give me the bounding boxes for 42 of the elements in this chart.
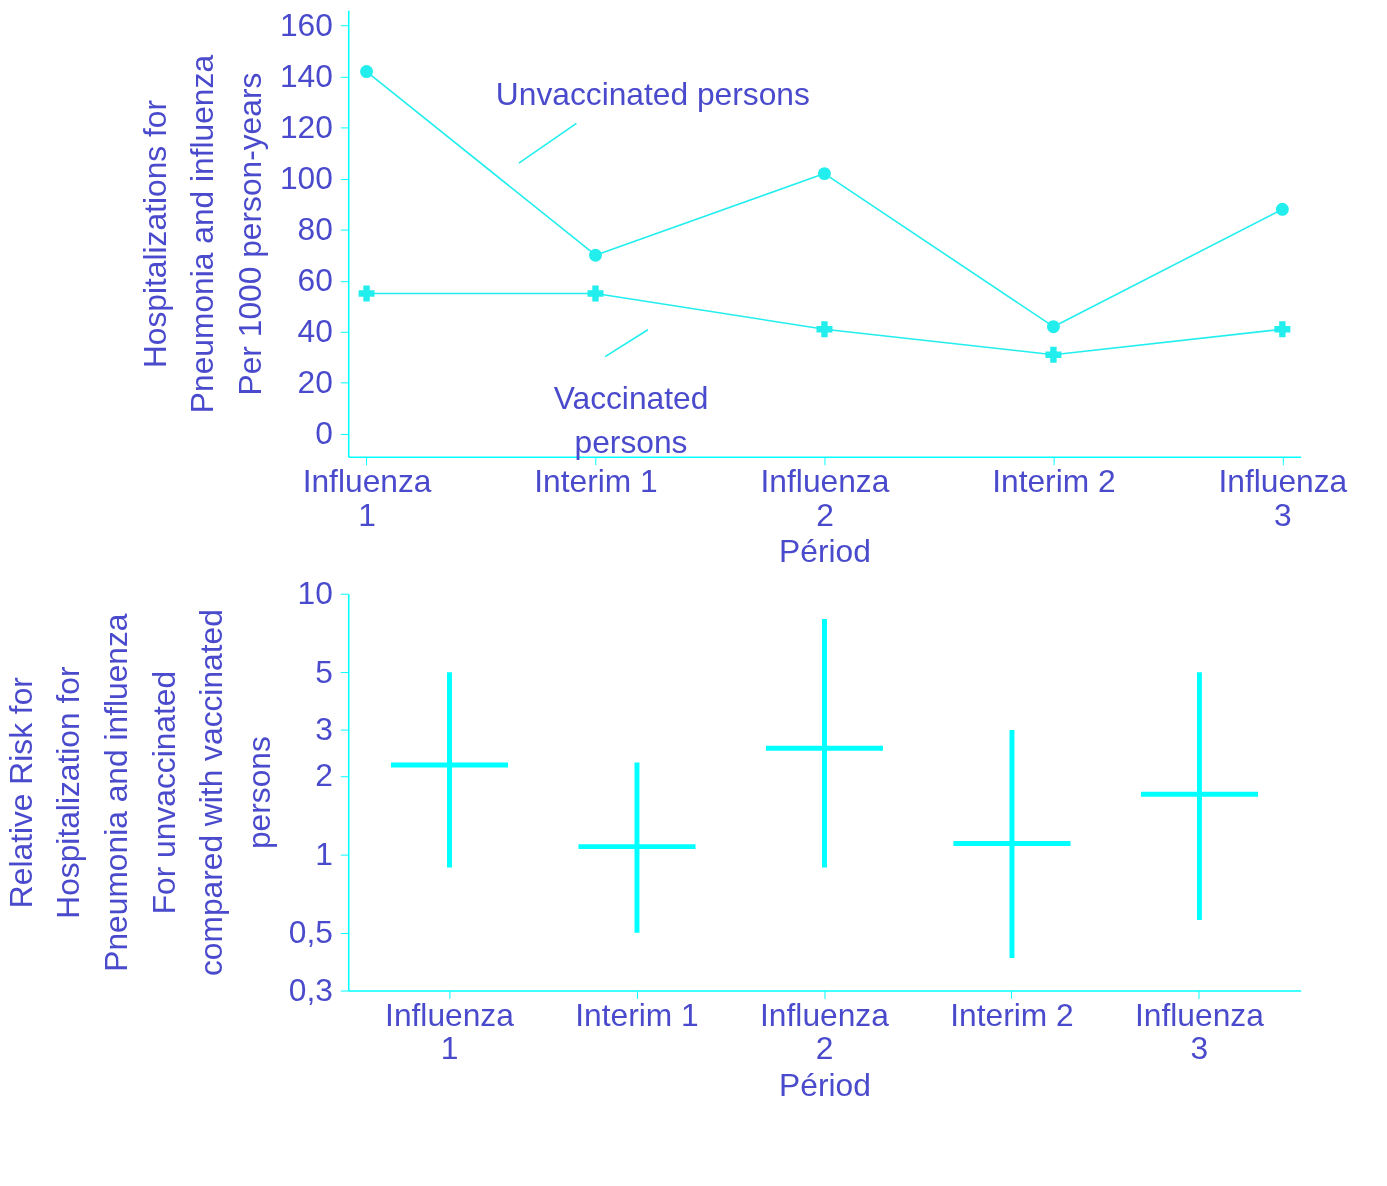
point (589, 248, 602, 262)
y-tick-label: 0,3 (288, 971, 333, 1008)
x-tick-label: Influenza 1 (385, 996, 515, 1067)
y-tick-label: 10 (297, 575, 333, 612)
x-tick-label: Influenza 3 (1218, 463, 1348, 533)
point (1045, 346, 1062, 363)
y-tick-label: 120 (279, 109, 333, 146)
y-tick-label: 2 (315, 757, 333, 794)
x-tick-label: Influenza 2 (760, 996, 890, 1067)
point (587, 285, 604, 302)
point (358, 285, 375, 302)
point (360, 65, 374, 79)
x-tick-label: Interim 1 (534, 463, 658, 499)
x-tick-label: Interim 2 (950, 996, 1074, 1033)
y-tick-label: 0,5 (288, 914, 333, 951)
y-tick-label: 1 (315, 835, 333, 872)
x-tick-label: Influenza 3 (1135, 996, 1265, 1067)
x-axis-title: Périod (779, 533, 871, 570)
point (817, 167, 831, 181)
y-tick-label: 140 (279, 58, 333, 95)
series-label: Unvaccinated persons (495, 75, 810, 112)
point (1275, 202, 1289, 216)
x-tick-label: Influenza 1 (302, 463, 432, 533)
point (1046, 320, 1060, 334)
y-tick-label: 80 (297, 211, 333, 248)
x-tick-label: Interim 1 (575, 996, 699, 1033)
y-tick-label: 5 (315, 653, 333, 690)
y-tick-label: 160 (279, 7, 333, 44)
y-tick-label: 20 (297, 364, 333, 401)
x-tick-label: Influenza 2 (760, 463, 890, 533)
y-axis-title: Relative Risk for Hospitalization for Pneumonia and influenza For unvaccinated compared with vaccinated persons (2, 609, 277, 977)
y-tick-label: 3 (315, 711, 333, 748)
point (1274, 321, 1291, 338)
y-tick-label: 60 (297, 262, 333, 299)
legend-label: Vaccinated persons (553, 380, 709, 460)
x-tick-label: Interim 2 (992, 463, 1116, 499)
y-tick-label: 40 (297, 313, 333, 350)
y-axis-title: Hospitalizations for Pneumonia and influenza Per 1000 person-years (136, 54, 269, 414)
y-tick-label: 100 (279, 160, 333, 197)
y-tick-label: 0 (315, 415, 333, 452)
point (816, 321, 833, 338)
x-axis-title: Périod (779, 1067, 871, 1104)
